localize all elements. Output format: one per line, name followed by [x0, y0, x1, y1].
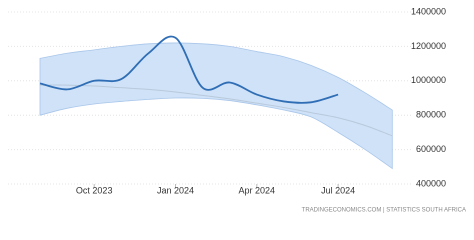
- line: [39, 35, 339, 104]
- x-tick-label: Oct 2023: [76, 185, 113, 195]
- source: TRADINGECONOMICS.COM | STATISTICS SOUTH …: [302, 208, 466, 214]
- forecast-trend: [39, 84, 393, 137]
- x-tick-label: Apr 2024: [239, 185, 276, 195]
- x-tick-label: Jul 2024: [321, 185, 355, 195]
- y-tick-label: 1400000: [411, 6, 446, 16]
- y-tick-label: 400000: [416, 178, 446, 188]
- y-tick-label: 1000000: [411, 75, 446, 85]
- y-tick-label: 800000: [416, 110, 446, 120]
- y-tick-label: 1200000: [411, 41, 446, 51]
- x-tick-label: Jan 2024: [157, 185, 194, 195]
- chart: TRADINGECONOMICS.COM | STATISTICS SOUTH …: [8, 6, 466, 214]
- y-tick-label: 600000: [416, 144, 446, 154]
